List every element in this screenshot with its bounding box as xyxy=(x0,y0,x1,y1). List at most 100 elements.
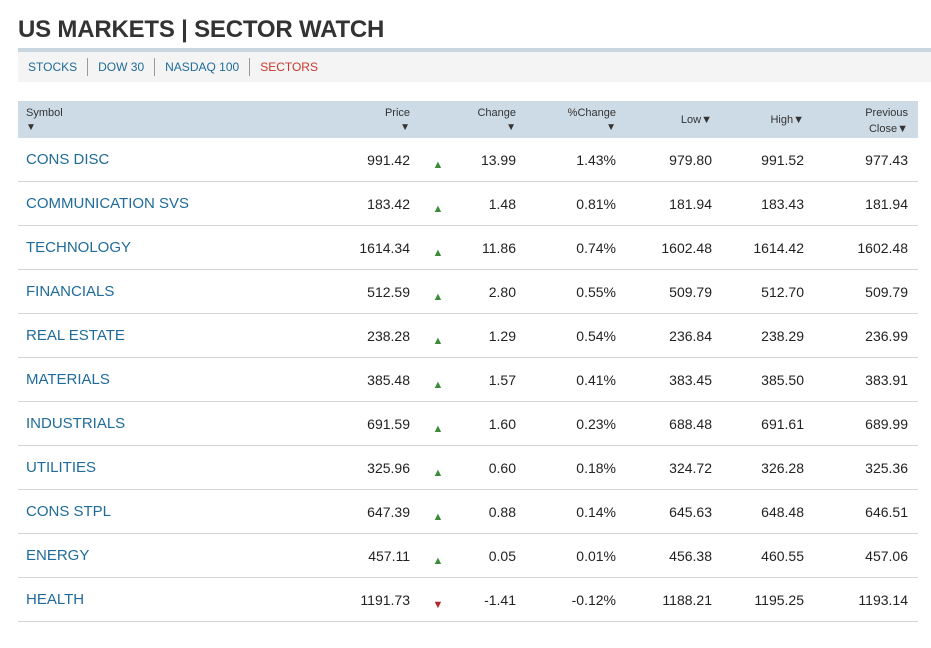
low-value: 383.45 xyxy=(626,357,722,402)
high-value: 1614.42 xyxy=(722,225,814,270)
table-row: ENERGY 457.11 ▲ 0.05 0.01% 456.38 460.55… xyxy=(18,533,918,578)
sector-rows: CONS DISC 991.42 ▲ 13.99 1.43% 979.80 99… xyxy=(18,138,918,622)
sector-symbol-link[interactable]: COMMUNICATION SVS xyxy=(18,181,328,226)
sector-symbol-link[interactable]: ENERGY xyxy=(18,533,328,578)
pct-change-value: 0.14% xyxy=(526,489,626,534)
sector-symbol-link[interactable]: TECHNOLOGY xyxy=(18,225,328,270)
table-row: CONS DISC 991.42 ▲ 13.99 1.43% 979.80 99… xyxy=(18,138,918,182)
price-value: 457.11 xyxy=(328,533,420,578)
sort-arrow-icon[interactable]: ▼ xyxy=(400,122,410,133)
table-row: COMMUNICATION SVS 183.42 ▲ 1.48 0.81% 18… xyxy=(18,181,918,226)
up-arrow-icon: ▲ xyxy=(432,158,444,171)
change-value: 0.88 xyxy=(456,489,526,534)
market-tabs: STOCKS DOW 30 NASDAQ 100 SECTORS xyxy=(18,52,931,82)
header-price[interactable]: Price ▼ xyxy=(328,101,420,138)
sort-arrow-icon[interactable]: ▼ xyxy=(793,113,804,126)
header-pct-change[interactable]: %Change ▼ xyxy=(526,101,626,138)
previous-close-value: 646.51 xyxy=(814,489,918,534)
trend-indicator: ▲ xyxy=(420,225,456,270)
high-value: 385.50 xyxy=(722,357,814,402)
price-value: 385.48 xyxy=(328,357,420,402)
pct-change-value: 0.81% xyxy=(526,181,626,226)
sort-arrow-icon[interactable]: ▼ xyxy=(506,122,516,133)
sector-symbol-link[interactable]: HEALTH xyxy=(18,577,328,622)
low-value: 456.38 xyxy=(626,533,722,578)
trend-indicator: ▲ xyxy=(420,445,456,490)
table-row: FINANCIALS 512.59 ▲ 2.80 0.55% 509.79 51… xyxy=(18,269,918,314)
sector-symbol-link[interactable]: MATERIALS xyxy=(18,357,328,402)
change-value: 2.80 xyxy=(456,269,526,314)
low-value: 688.48 xyxy=(626,401,722,446)
price-value: 183.42 xyxy=(328,181,420,226)
low-value: 1188.21 xyxy=(626,577,722,622)
tab-separator xyxy=(87,58,89,76)
sector-symbol-link[interactable]: UTILITIES xyxy=(18,445,328,490)
low-value: 645.63 xyxy=(626,489,722,534)
pct-change-value: 0.41% xyxy=(526,357,626,402)
high-value: 460.55 xyxy=(722,533,814,578)
header-high[interactable]: High▼ xyxy=(770,113,804,126)
change-value: 1.60 xyxy=(456,401,526,446)
header-low[interactable]: Low▼ xyxy=(680,113,712,126)
up-arrow-icon: ▲ xyxy=(432,378,444,391)
change-value: 1.57 xyxy=(456,357,526,402)
price-value: 325.96 xyxy=(328,445,420,490)
title-divider xyxy=(18,48,931,52)
tab-dow-30[interactable]: DOW 30 xyxy=(98,60,145,74)
previous-close-value: 383.91 xyxy=(814,357,918,402)
previous-close-value: 509.79 xyxy=(814,269,918,314)
change-value: 13.99 xyxy=(456,138,526,182)
change-value: 0.05 xyxy=(456,533,526,578)
previous-close-value: 181.94 xyxy=(814,181,918,226)
sort-arrow-icon[interactable]: ▼ xyxy=(701,113,712,126)
change-value: 1.29 xyxy=(456,313,526,358)
tab-nasdaq-100[interactable]: NASDAQ 100 xyxy=(165,60,240,74)
up-arrow-icon: ▲ xyxy=(432,202,444,215)
price-value: 1614.34 xyxy=(328,225,420,270)
pct-change-value: 1.43% xyxy=(526,138,626,182)
sort-arrow-icon[interactable]: ▼ xyxy=(26,122,36,133)
sector-symbol-link[interactable]: FINANCIALS xyxy=(18,269,328,314)
header-change[interactable]: Change ▼ xyxy=(456,101,526,138)
trend-indicator: ▲ xyxy=(420,533,456,578)
price-value: 991.42 xyxy=(328,138,420,182)
table-header-row: Symbol ▼ Price ▼ Change ▼ %Change ▼ Low xyxy=(18,101,918,138)
sort-arrow-icon[interactable]: ▼ xyxy=(897,123,908,135)
previous-close-value: 1193.14 xyxy=(814,577,918,622)
low-value: 236.84 xyxy=(626,313,722,358)
high-value: 1195.25 xyxy=(722,577,814,622)
sector-symbol-link[interactable]: INDUSTRIALS xyxy=(18,401,328,446)
high-value: 238.29 xyxy=(722,313,814,358)
low-value: 324.72 xyxy=(626,445,722,490)
sector-symbol-link[interactable]: CONS DISC xyxy=(18,138,328,182)
header-symbol[interactable]: Symbol ▼ xyxy=(18,101,328,138)
sector-symbol-link[interactable]: CONS STPL xyxy=(18,489,328,534)
up-arrow-icon: ▲ xyxy=(432,422,444,435)
sort-arrow-icon[interactable]: ▼ xyxy=(606,122,616,133)
trend-indicator: ▲ xyxy=(420,181,456,226)
up-arrow-icon: ▲ xyxy=(432,290,444,303)
price-value: 238.28 xyxy=(328,313,420,358)
pct-change-value: -0.12% xyxy=(526,577,626,622)
up-arrow-icon: ▲ xyxy=(432,554,444,567)
tab-stocks[interactable]: STOCKS xyxy=(28,60,78,74)
low-value: 181.94 xyxy=(626,181,722,226)
trend-indicator: ▲ xyxy=(420,357,456,402)
header-previous-close[interactable]: Previous Close▼ xyxy=(865,107,908,135)
price-value: 1191.73 xyxy=(328,577,420,622)
change-value: 1.48 xyxy=(456,181,526,226)
up-arrow-icon: ▲ xyxy=(432,510,444,523)
sector-symbol-link[interactable]: REAL ESTATE xyxy=(18,313,328,358)
previous-close-value: 236.99 xyxy=(814,313,918,358)
up-arrow-icon: ▲ xyxy=(432,246,444,259)
tab-sectors[interactable]: SECTORS xyxy=(260,60,318,74)
sector-table: Symbol ▼ Price ▼ Change ▼ %Change ▼ Low xyxy=(18,101,918,622)
high-value: 512.70 xyxy=(722,269,814,314)
low-value: 509.79 xyxy=(626,269,722,314)
pct-change-value: 0.55% xyxy=(526,269,626,314)
high-value: 648.48 xyxy=(722,489,814,534)
pct-change-value: 0.18% xyxy=(526,445,626,490)
pct-change-value: 0.74% xyxy=(526,225,626,270)
previous-close-value: 325.36 xyxy=(814,445,918,490)
pct-change-value: 0.23% xyxy=(526,401,626,446)
